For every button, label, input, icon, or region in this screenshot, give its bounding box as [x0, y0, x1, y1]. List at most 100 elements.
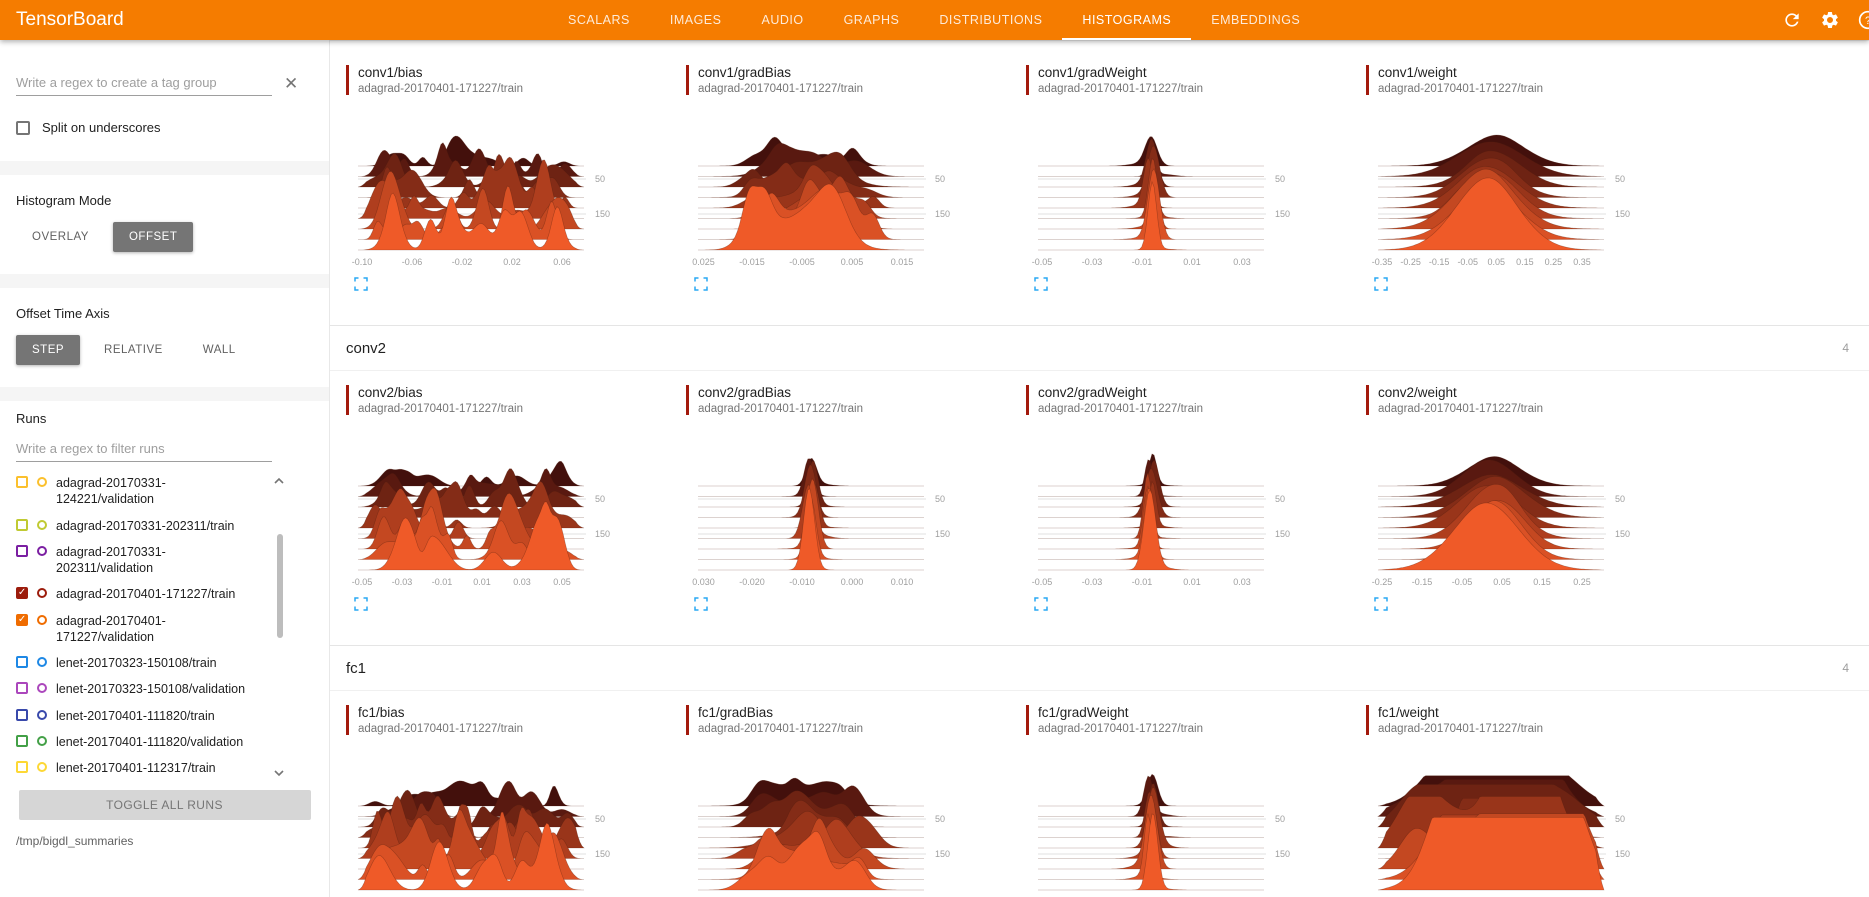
- expand-button[interactable]: [694, 277, 710, 293]
- overlay-button[interactable]: OVERLAY: [16, 222, 105, 252]
- expand-button[interactable]: [1374, 277, 1390, 293]
- expand-button[interactable]: [1034, 597, 1050, 613]
- run-checkbox[interactable]: [16, 761, 28, 773]
- run-color-circle[interactable]: [37, 519, 47, 530]
- run-checkbox[interactable]: [16, 476, 28, 488]
- relative-button[interactable]: RELATIVE: [88, 335, 179, 365]
- run-row[interactable]: lenet-20170323-150108/train: [16, 650, 254, 676]
- histogram-card: conv1/gradWeight adagrad-20170401-171227/…: [1026, 65, 1366, 293]
- svg-text:-0.03: -0.03: [1082, 257, 1103, 267]
- run-checkbox[interactable]: ✓: [16, 587, 28, 600]
- svg-text:0.005: 0.005: [841, 257, 864, 267]
- expand-icon: [1374, 597, 1388, 611]
- expand-button[interactable]: [354, 277, 370, 293]
- run-row[interactable]: lenet-20170401-112317/train: [16, 755, 254, 781]
- runs-scrollbar-thumb[interactable]: [277, 534, 283, 638]
- svg-text:-0.05: -0.05: [352, 577, 372, 587]
- tab-distributions[interactable]: DISTRIBUTIONS: [939, 13, 1043, 27]
- run-color-circle[interactable]: [37, 683, 47, 694]
- card-header: conv2/bias adagrad-20170401-171227/train: [346, 385, 686, 415]
- offset-button[interactable]: OFFSET: [112, 222, 194, 252]
- svg-text:150: 150: [595, 209, 610, 219]
- tab-images[interactable]: IMAGES: [669, 13, 722, 27]
- step-button[interactable]: STEP: [16, 335, 81, 365]
- svg-text:150: 150: [595, 529, 610, 539]
- run-checkbox[interactable]: ✓: [16, 613, 28, 626]
- card-run-name: adagrad-20170401-171227/train: [1378, 83, 1543, 95]
- run-color-circle[interactable]: [37, 588, 47, 599]
- svg-text:-0.005: -0.005: [789, 257, 815, 267]
- tab-graphs[interactable]: GRAPHS: [843, 13, 900, 27]
- svg-text:-0.020: -0.020: [739, 577, 765, 587]
- toolbar: TensorBoard SCALARS IMAGES AUDIO GRAPHS DIST…: [0, 0, 1869, 40]
- run-color-circle[interactable]: [37, 709, 47, 720]
- close-icon[interactable]: ✕: [284, 73, 299, 93]
- card-header: fc1/gradBias adagrad-20170401-171227/trai…: [686, 705, 1026, 735]
- toolbar-icons: ?: [1781, 0, 1869, 40]
- refresh-button[interactable]: [1781, 9, 1803, 31]
- tab-scalars[interactable]: SCALARS: [568, 13, 630, 27]
- run-label: adagrad-20170401-171227/train: [56, 587, 236, 602]
- svg-text:-0.15: -0.15: [1429, 257, 1450, 267]
- card-header: fc1/gradWeight adagrad-20170401-171227/tr…: [1026, 705, 1366, 735]
- log-directory: /tmp/bigdl_summaries: [16, 834, 134, 848]
- run-checkbox[interactable]: [16, 682, 28, 695]
- run-row[interactable]: lenet-20170401-111820/validation: [16, 729, 254, 755]
- expand-button[interactable]: [1374, 597, 1390, 613]
- card-title: conv1/gradBias: [698, 65, 792, 80]
- expand-button[interactable]: [354, 597, 370, 613]
- runs-scroll-up[interactable]: [273, 472, 285, 490]
- histogram-card: conv1/weight adagrad-20170401-171227/trai…: [1366, 65, 1706, 293]
- run-row[interactable]: adagrad-20170331-124221/validation: [16, 470, 254, 513]
- run-row[interactable]: lenet-20170401-111820/train: [16, 703, 254, 729]
- run-checkbox[interactable]: [16, 708, 28, 721]
- svg-text:-0.35: -0.35: [1372, 257, 1392, 267]
- expand-button[interactable]: [694, 597, 710, 613]
- run-row[interactable]: ✓ adagrad-20170401-171227/validation: [16, 608, 254, 651]
- runs-scroll-down[interactable]: [273, 764, 285, 782]
- toggle-all-runs-button[interactable]: TOGGLE ALL RUNS: [18, 790, 311, 820]
- nav-tabs: SCALARS IMAGES AUDIO GRAPHS DISTRIBUTIONS HIS…: [548, 0, 1320, 40]
- tab-histograms[interactable]: HISTOGRAMS: [1062, 0, 1191, 40]
- tag-regex-input[interactable]: [16, 70, 272, 96]
- run-color-circle[interactable]: [37, 477, 47, 487]
- histogram-chart: 50 150 -0.05 -0.03 -0.01 0.01 0.03: [1032, 453, 1290, 587]
- split-underscores-row[interactable]: Split on underscores: [16, 120, 313, 135]
- svg-text:0.03: 0.03: [1233, 257, 1251, 267]
- run-row[interactable]: adagrad-20170331-202311/train: [16, 513, 254, 539]
- svg-text:-0.10: -0.10: [352, 257, 372, 267]
- run-color-circle[interactable]: [37, 545, 47, 556]
- tab-embeddings[interactable]: EMBEDDINGS: [1211, 13, 1301, 27]
- runs-filter-input[interactable]: [16, 436, 272, 462]
- run-row[interactable]: lenet-20170323-150108/validation: [16, 676, 254, 702]
- run-checkbox[interactable]: [16, 734, 28, 747]
- wall-button[interactable]: WALL: [187, 335, 252, 365]
- settings-button[interactable]: [1819, 9, 1841, 31]
- run-color-circle[interactable]: [37, 762, 47, 772]
- card-header: conv1/weight adagrad-20170401-171227/trai…: [1366, 65, 1706, 95]
- svg-text:150: 150: [1615, 209, 1630, 219]
- sidebar-divider: [0, 387, 329, 401]
- svg-text:-0.03: -0.03: [1082, 577, 1103, 587]
- tab-audio[interactable]: AUDIO: [761, 13, 804, 27]
- histogram-card: conv2/weight adagrad-20170401-171227/trai…: [1366, 385, 1706, 613]
- section-count: 4: [1842, 661, 1849, 675]
- run-color-circle[interactable]: [37, 657, 47, 667]
- run-row[interactable]: ✓ adagrad-20170401-171227/train: [16, 581, 254, 607]
- histogram-chart: 50 150 -0.05 -0.03 -0.01 0.01 0.03: [1032, 136, 1290, 267]
- card-run-name: adagrad-20170401-171227/train: [358, 83, 523, 95]
- run-checkbox[interactable]: [16, 656, 28, 668]
- svg-text:-0.01: -0.01: [1132, 577, 1153, 587]
- cards-row: fc1/bias adagrad-20170401-171227/train 50 1…: [330, 691, 1869, 897]
- expand-button[interactable]: [1034, 277, 1050, 293]
- run-checkbox[interactable]: [16, 544, 28, 557]
- run-row[interactable]: adagrad-20170331-202311/validation: [16, 539, 254, 582]
- split-underscores-checkbox[interactable]: [16, 120, 30, 135]
- svg-text:50: 50: [1275, 814, 1285, 824]
- help-button[interactable]: ?: [1857, 9, 1869, 31]
- section-header[interactable]: fc1 4: [330, 645, 1869, 691]
- run-color-circle[interactable]: [37, 735, 47, 746]
- run-color-circle[interactable]: [37, 614, 47, 625]
- run-checkbox[interactable]: [16, 518, 28, 531]
- section-header[interactable]: conv2 4: [330, 325, 1869, 371]
